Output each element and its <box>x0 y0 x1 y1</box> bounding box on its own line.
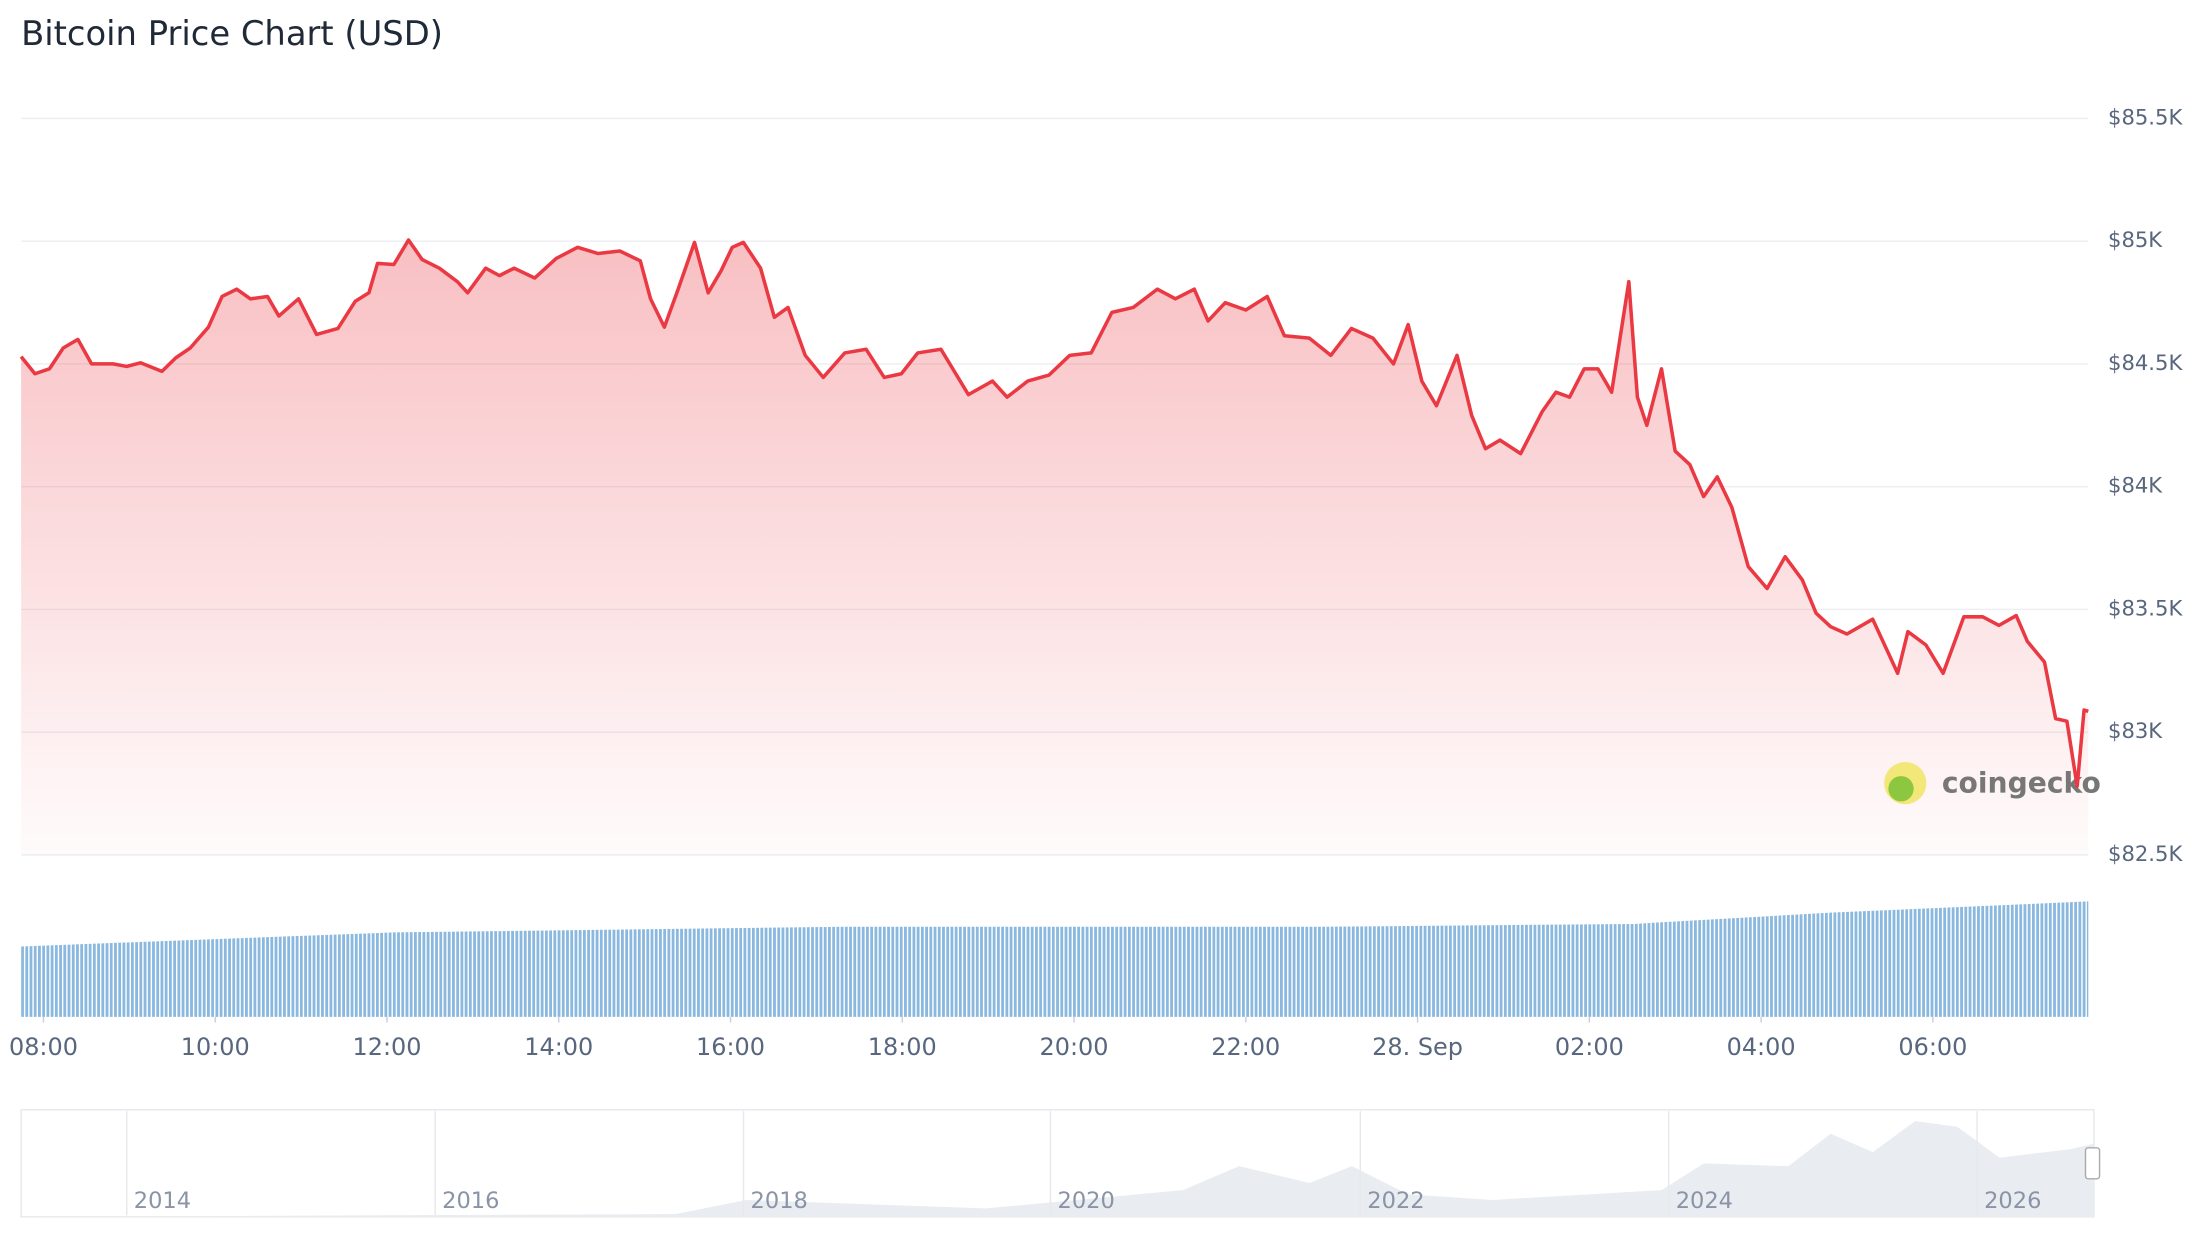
y-tick-label: $84.5K <box>2108 350 2183 375</box>
x-tick-label: 14:00 <box>524 1033 593 1061</box>
y-tick-label: $84K <box>2108 473 2163 498</box>
navigator-label: 2016 <box>442 1188 499 1214</box>
x-tick-label: 10:00 <box>181 1033 250 1061</box>
x-tick-label: 08:00 <box>9 1033 78 1061</box>
navigator-label: 2026 <box>1984 1188 2041 1214</box>
navigator-label: 2018 <box>751 1188 808 1214</box>
x-tick-label: 04:00 <box>1727 1033 1796 1061</box>
y-tick-label: $83K <box>2108 718 2163 743</box>
y-tick-label: $85K <box>2108 227 2163 252</box>
volume-bars <box>21 901 2089 1017</box>
watermark: coingecko <box>1884 762 2101 805</box>
x-tick-label: 22:00 <box>1211 1033 1280 1061</box>
price-line <box>19 238 2089 788</box>
y-tick-label: $83.5K <box>2108 595 2183 620</box>
navigator <box>20 1109 2101 1218</box>
navigator-label: 2022 <box>1367 1188 1424 1214</box>
x-tick-label: 12:00 <box>353 1033 422 1061</box>
x-tick-label: 06:00 <box>1898 1033 1967 1061</box>
x-tick-label: 18:00 <box>868 1033 937 1061</box>
x-tick-label: 28. Sep <box>1372 1033 1463 1061</box>
y-tick-label: $85.5K <box>2108 104 2183 129</box>
chart-title: Bitcoin Price Chart (USD) <box>21 14 443 53</box>
navigator-label: 2020 <box>1058 1188 1115 1214</box>
navigator-label: 2014 <box>134 1188 191 1214</box>
navigator-label: 2024 <box>1676 1188 1733 1214</box>
watermark-logo-inner <box>1888 776 1914 802</box>
x-tick-label: 16:00 <box>696 1033 765 1061</box>
price-area <box>21 239 2089 855</box>
y-tick-label: $82.5K <box>2108 841 2183 866</box>
navigator-handle[interactable] <box>2084 1147 2101 1180</box>
navigator-area <box>21 1121 2094 1217</box>
x-tick-label: 02:00 <box>1555 1033 1624 1061</box>
x-tick-label: 20:00 <box>1040 1033 1109 1061</box>
